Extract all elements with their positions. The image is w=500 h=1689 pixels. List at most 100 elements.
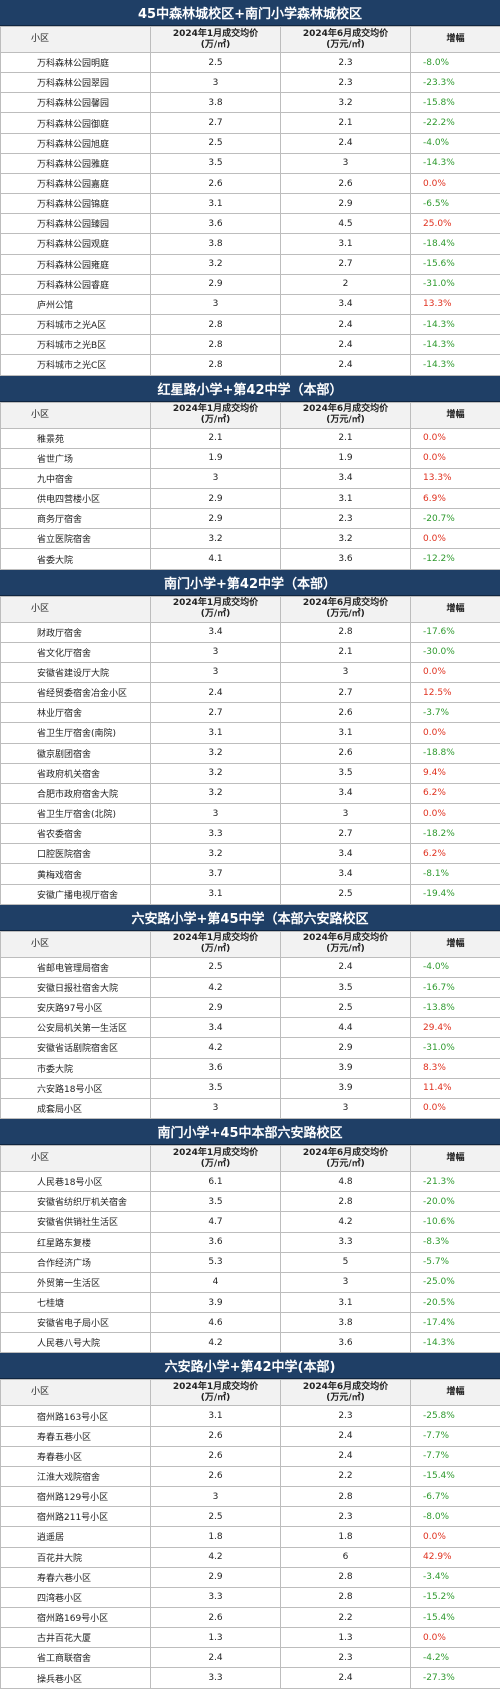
price-jan: 3.2 (151, 783, 281, 803)
price-jun: 2.8 (281, 1192, 411, 1212)
price-change: 0.0% (411, 173, 500, 193)
price-jun: 3.1 (281, 488, 411, 508)
price-change: 0.0% (411, 723, 500, 743)
community-name: 安徽省建设厅大院 (1, 662, 151, 682)
column-header-jun-line1: 2024年6月成交均价 (281, 1148, 410, 1159)
price-jan: 3.6 (151, 1058, 281, 1078)
price-jan: 3.6 (151, 1232, 281, 1252)
column-header-jun-line1: 2024年6月成交均价 (281, 598, 410, 609)
price-jun: 2.8 (281, 1487, 411, 1507)
column-header-jan: 2024年1月成交均价(万/㎡) (151, 931, 281, 957)
community-name: 省农委宿舍 (1, 824, 151, 844)
price-jun: 2.8 (281, 1567, 411, 1587)
column-header-jun: 2024年6月成交均价(万元/㎡) (281, 1380, 411, 1406)
price-jun: 2.1 (281, 428, 411, 448)
price-jun: 2.4 (281, 1446, 411, 1466)
price-jan: 2.6 (151, 173, 281, 193)
community-name: 稚景苑 (1, 428, 151, 448)
price-jun: 2.6 (281, 743, 411, 763)
price-change: 6.9% (411, 488, 500, 508)
price-change: -31.0% (411, 1038, 500, 1058)
column-header-jan-line1: 2024年1月成交均价 (151, 933, 280, 944)
price-jan: 3.2 (151, 254, 281, 274)
community-name: 人民巷八号大院 (1, 1333, 151, 1353)
price-jan: 4 (151, 1272, 281, 1292)
price-jun: 3.1 (281, 234, 411, 254)
community-name: 省工商联宿舍 (1, 1648, 151, 1668)
price-jan: 4.6 (151, 1313, 281, 1333)
price-change: 11.4% (411, 1078, 500, 1098)
price-change: -20.0% (411, 1192, 500, 1212)
price-change: -31.0% (411, 274, 500, 294)
price-change: -8.1% (411, 864, 500, 884)
price-jan: 2.5 (151, 53, 281, 73)
community-name: 安徽省电子局小区 (1, 1313, 151, 1333)
price-jan: 3.5 (151, 153, 281, 173)
price-change: -10.6% (411, 1212, 500, 1232)
community-name: 寿春五巷小区 (1, 1426, 151, 1446)
column-header-jun-line1: 2024年6月成交均价 (281, 404, 410, 415)
community-name: 江淮大戏院宿舍 (1, 1466, 151, 1486)
price-jun: 4.2 (281, 1212, 411, 1232)
column-header-change: 增幅 (411, 931, 500, 957)
price-jun: 3.5 (281, 977, 411, 997)
price-change: 0.0% (411, 804, 500, 824)
price-jun: 4.5 (281, 214, 411, 234)
price-jan: 3.1 (151, 884, 281, 904)
price-jan: 3.1 (151, 194, 281, 214)
price-change: -8.0% (411, 53, 500, 73)
community-name: 红星路东复楼 (1, 1232, 151, 1252)
community-name: 九中宿舍 (1, 468, 151, 488)
price-jan: 3.3 (151, 824, 281, 844)
price-change: 13.3% (411, 468, 500, 488)
community-name: 省卫生厅宿舍(北院) (1, 804, 151, 824)
price-jun: 2.9 (281, 1038, 411, 1058)
community-name: 七桂塘 (1, 1292, 151, 1312)
price-jun: 2.4 (281, 1426, 411, 1446)
price-jan: 3.5 (151, 1192, 281, 1212)
community-name: 人民巷18号小区 (1, 1172, 151, 1192)
price-jun: 2.3 (281, 509, 411, 529)
price-jan: 2.9 (151, 1567, 281, 1587)
community-name: 万科森林公园翠园 (1, 73, 151, 93)
community-name: 万科森林公园嘉庭 (1, 173, 151, 193)
price-change: -15.4% (411, 1466, 500, 1486)
price-jan: 3.1 (151, 1406, 281, 1426)
price-jun: 3.9 (281, 1078, 411, 1098)
column-header-jan-line1: 2024年1月成交均价 (151, 1148, 280, 1159)
price-jan: 2.6 (151, 1466, 281, 1486)
community-name: 省世广场 (1, 448, 151, 468)
price-jan: 3.8 (151, 93, 281, 113)
community-name: 安徽日报社宿舍大院 (1, 977, 151, 997)
section-title: 红星路小学+第42中学（本部） (0, 376, 500, 402)
price-change: -8.0% (411, 1507, 500, 1527)
price-jun: 3.1 (281, 723, 411, 743)
column-header-jun-unit: (万元/㎡) (281, 1159, 410, 1170)
price-jan: 2.1 (151, 428, 281, 448)
price-jan: 3.3 (151, 1587, 281, 1607)
community-name: 安庆路97号小区 (1, 998, 151, 1018)
price-jun: 2.3 (281, 53, 411, 73)
